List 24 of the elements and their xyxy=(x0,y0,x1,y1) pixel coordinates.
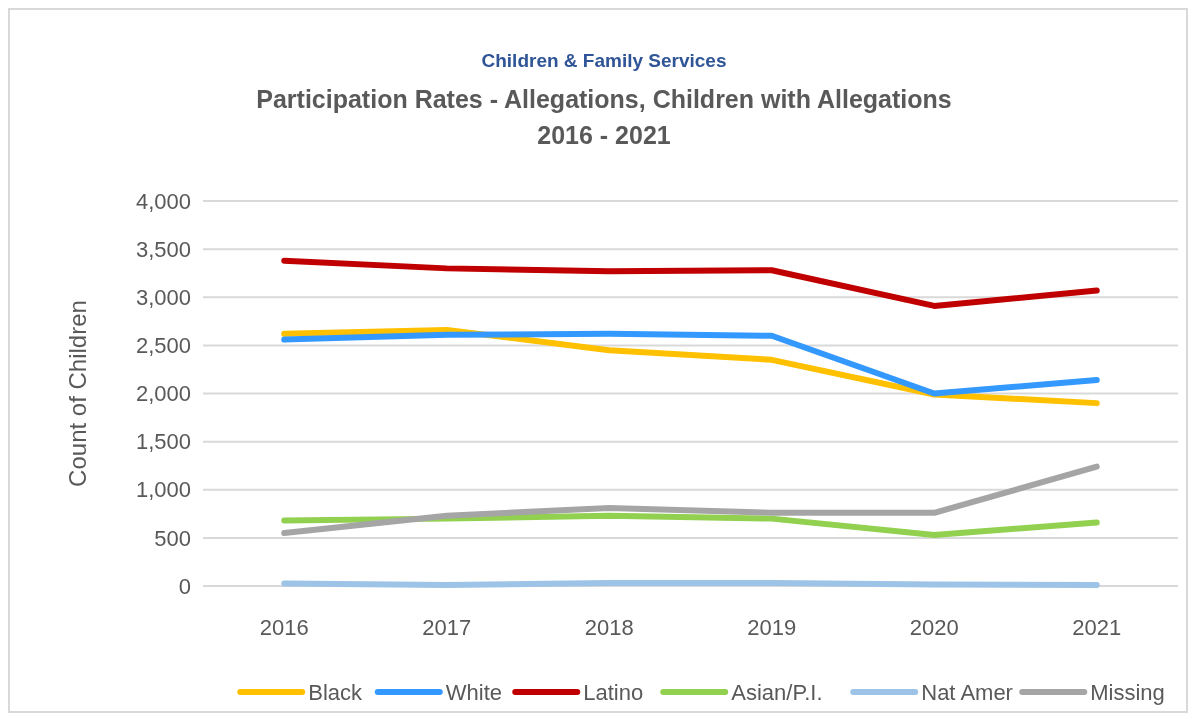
y-tick-label: 2,000 xyxy=(135,381,191,407)
x-tick-label: 2017 xyxy=(422,615,472,640)
legend-label: Latino xyxy=(583,679,644,705)
y-tick-label: 4,000 xyxy=(135,188,191,214)
y-axis-title: Count of Children xyxy=(64,300,91,487)
y-tick-label: 3,000 xyxy=(135,284,191,310)
legend-label: Asian/P.I. xyxy=(731,679,823,705)
y-tick-label: 3,500 xyxy=(135,236,191,262)
y-tick-label: 1,500 xyxy=(135,429,191,455)
legend-label: Nat Amer xyxy=(921,679,1013,705)
chart-title: Participation Rates - Allegations, Children with Allegations 2016 - 2021 xyxy=(256,85,952,149)
y-tick-label: 500 xyxy=(154,525,191,551)
x-tick-label: 2018 xyxy=(584,615,634,640)
legend-label: Missing xyxy=(1090,679,1165,705)
chart-subtitle: Children & Family Services xyxy=(481,50,727,71)
legend-label: White xyxy=(445,679,502,705)
legend-label: Black xyxy=(308,679,364,705)
x-tick-label: 2019 xyxy=(747,615,797,640)
x-tick-label: 2016 xyxy=(259,615,309,640)
x-tick-label: 2020 xyxy=(909,615,959,640)
y-tick-label: 1,000 xyxy=(135,477,191,503)
x-tick-label: 2021 xyxy=(1072,615,1122,640)
y-tick-label: 2,500 xyxy=(135,333,191,359)
y-tick-label: 0 xyxy=(178,573,191,599)
